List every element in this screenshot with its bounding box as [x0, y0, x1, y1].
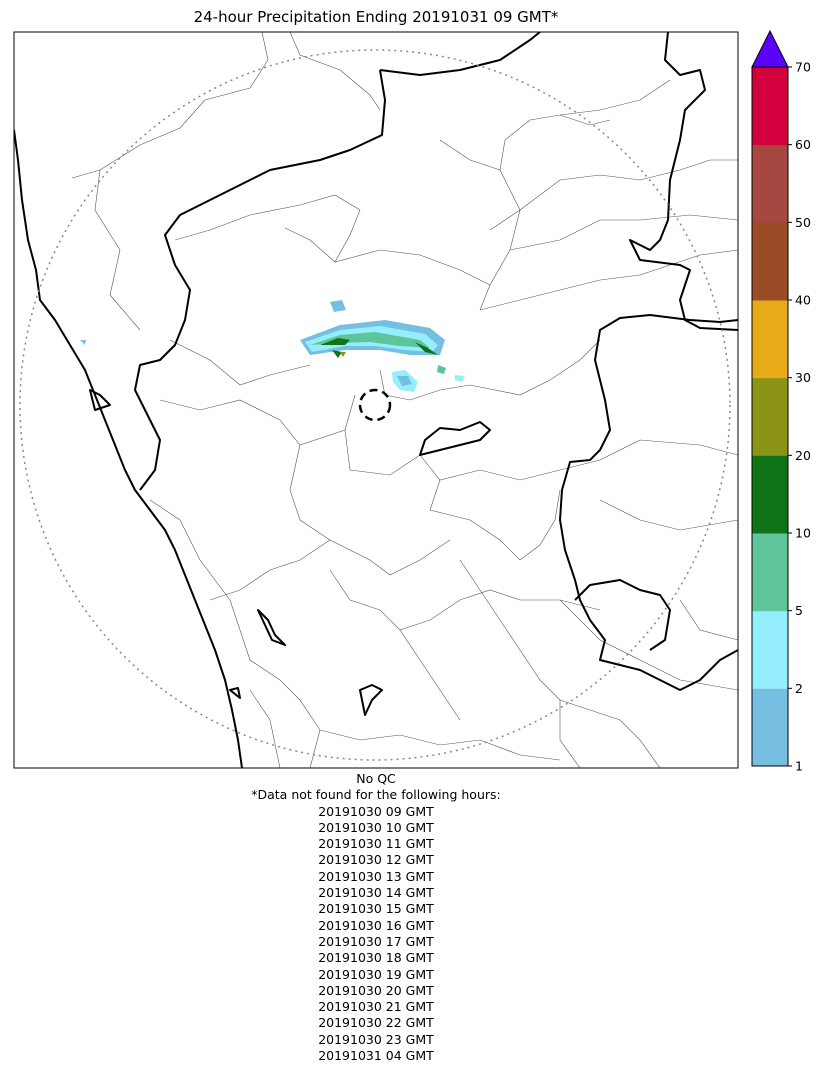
missing-hour: 20191030 09 GMT [318, 803, 434, 819]
colorbar-bin [752, 144, 788, 223]
missing-hour: 20191030 11 GMT [318, 836, 434, 852]
missing-hour: 20191030 22 GMT [318, 1015, 434, 1031]
colorbar-tick-label: 2 [795, 681, 803, 696]
colorbar-bin [752, 610, 788, 689]
missing-hour: 20191030 10 GMT [318, 819, 434, 835]
radar-site-marker [358, 388, 392, 422]
precipitation-cells [80, 300, 465, 392]
missing-hour: 20191030 14 GMT [318, 885, 434, 901]
precipitation-map: 1 2 5 10 20 30 40 50 60 70 [13, 29, 811, 774]
qc-note: No QC [356, 771, 396, 786]
footer-notes: No QC *Data not found for the following … [14, 771, 738, 1064]
precip-patch-southeast [437, 365, 446, 374]
colorbar-bin [752, 533, 788, 612]
colorbar-bin [752, 67, 788, 146]
missing-hour: 20191030 21 GMT [318, 999, 434, 1015]
map-frame [13, 31, 739, 769]
colorbar-tick-label: 60 [795, 137, 811, 152]
missing-hour: 20191030 18 GMT [318, 950, 434, 966]
colorbar-bin [752, 688, 788, 767]
missing-hour: 20191030 19 GMT [318, 966, 434, 982]
colorbar-tick-label: 20 [795, 448, 811, 463]
state-boundaries [14, 32, 738, 768]
missing-hour: 20191030 12 GMT [318, 852, 434, 868]
precip-band-green [310, 332, 430, 348]
colorbar-tick-label: 1 [795, 759, 803, 774]
district-boundaries [71, 32, 738, 768]
missing-hour: 20191031 04 GMT [318, 1048, 434, 1064]
colorbar-bin [752, 377, 788, 456]
missing-hour: 20191030 20 GMT [318, 982, 434, 998]
precip-patch-northwest [330, 300, 346, 312]
missing-hour: 20191030 23 GMT [318, 1031, 434, 1047]
colorbar-tick-label: 50 [795, 215, 811, 230]
precip-patch-coast [80, 340, 86, 345]
colorbar-bin [752, 222, 788, 301]
missing-data-header: *Data not found for the following hours: [251, 787, 501, 803]
precip-patch-east-core [397, 376, 412, 386]
colorbar: 1 2 5 10 20 30 40 50 60 70 [751, 29, 811, 774]
colorbar-tick-label: 5 [795, 603, 803, 618]
colorbar-bin [752, 300, 788, 379]
precip-patch-far-east [455, 375, 465, 382]
colorbar-extend-arrow [751, 29, 789, 68]
colorbar-frame [751, 66, 789, 767]
colorbar-tick-label: 70 [795, 60, 811, 75]
colorbar-tick-label: 10 [795, 526, 811, 541]
colorbar-tick-label: 30 [795, 370, 811, 385]
map-title: 24-hour Precipitation Ending 20191031 09… [193, 8, 559, 26]
precip-core-olive [340, 352, 346, 357]
colorbar-bin [752, 455, 788, 534]
missing-hour: 20191030 17 GMT [318, 933, 434, 949]
radar-range-ring [19, 49, 731, 761]
colorbar-tick-label: 40 [795, 293, 811, 308]
coastline [14, 129, 243, 768]
missing-hour: 20191030 16 GMT [318, 917, 434, 933]
missing-hour: 20191030 15 GMT [318, 901, 434, 917]
missing-hour: 20191030 13 GMT [318, 868, 434, 884]
